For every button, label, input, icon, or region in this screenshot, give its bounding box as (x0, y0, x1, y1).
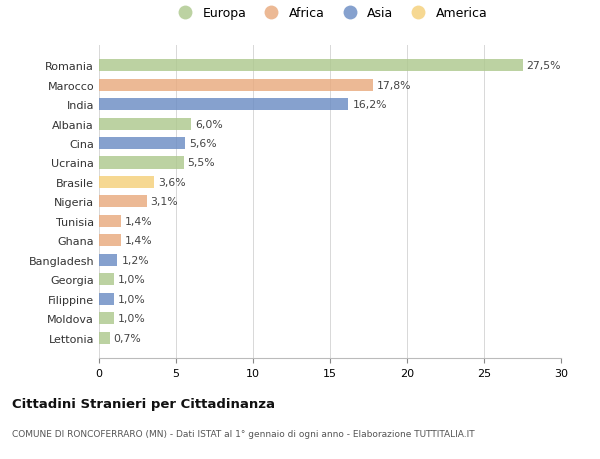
Bar (99, 293, 115, 305)
Text: 1,0%: 1,0% (118, 294, 146, 304)
Bar (99, 196, 147, 208)
Bar (99, 313, 115, 325)
Bar (99, 254, 118, 266)
Text: 1,4%: 1,4% (124, 216, 152, 226)
Bar (99, 60, 523, 72)
Text: 3,6%: 3,6% (158, 178, 186, 188)
Text: 3,1%: 3,1% (151, 197, 178, 207)
Bar (99, 79, 373, 91)
Text: 17,8%: 17,8% (377, 80, 412, 90)
Text: Cittadini Stranieri per Cittadinanza: Cittadini Stranieri per Cittadinanza (12, 397, 275, 410)
Text: COMUNE DI RONCOFERRARO (MN) - Dati ISTAT al 1° gennaio di ogni anno - Elaborazio: COMUNE DI RONCOFERRARO (MN) - Dati ISTAT… (12, 429, 475, 438)
Bar (99, 274, 115, 285)
Text: 1,4%: 1,4% (124, 236, 152, 246)
Text: 1,0%: 1,0% (118, 274, 146, 285)
Bar (99, 177, 154, 189)
Text: 0,7%: 0,7% (113, 333, 142, 343)
Text: 5,6%: 5,6% (189, 139, 217, 149)
Legend: Europa, Africa, Asia, America: Europa, Africa, Asia, America (172, 7, 488, 20)
Bar (99, 157, 184, 169)
Bar (99, 215, 121, 227)
Bar (99, 118, 191, 130)
Text: 6,0%: 6,0% (195, 119, 223, 129)
Bar (99, 138, 185, 150)
Text: 1,2%: 1,2% (121, 255, 149, 265)
Text: 1,0%: 1,0% (118, 313, 146, 324)
Bar (99, 99, 349, 111)
Text: 27,5%: 27,5% (526, 61, 561, 71)
Text: 16,2%: 16,2% (352, 100, 387, 110)
Bar (99, 332, 110, 344)
Text: 5,5%: 5,5% (188, 158, 215, 168)
Bar (99, 235, 121, 247)
